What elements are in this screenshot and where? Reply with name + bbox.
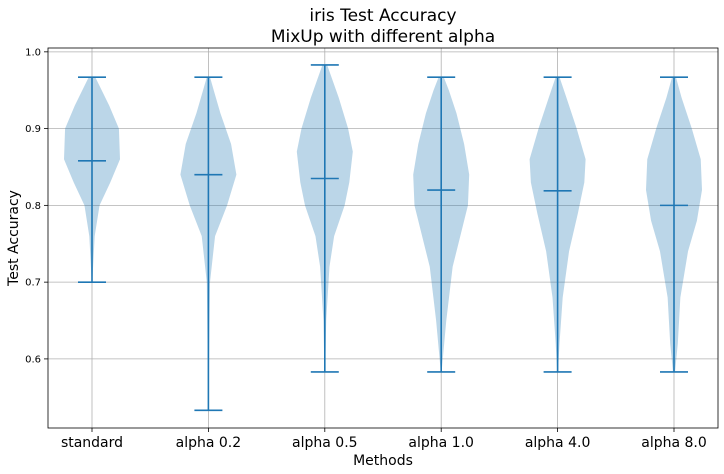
- violin-alpha-0-5: [296, 64, 353, 373]
- violin-alpha-8-0: [646, 76, 702, 373]
- x-tick-label: alpha 1.0: [408, 435, 474, 451]
- chart-title: iris Test Accuracy: [309, 6, 456, 26]
- y-tick-label: 0.6: [25, 354, 41, 365]
- y-tick-label: 0.9: [25, 124, 41, 135]
- chart-subtitle: MixUp with different alpha: [271, 27, 495, 47]
- y-axis-label: Test Accuracy: [6, 190, 22, 287]
- violin-standard: [64, 76, 120, 283]
- violin-alpha-4-0: [529, 76, 586, 373]
- violin-alpha-1-0: [413, 76, 470, 373]
- plot-area-frame: [47, 47, 719, 429]
- x-tick-label: alpha 0.5: [292, 435, 358, 451]
- x-axis-label: Methods: [353, 453, 413, 469]
- y-tick-label: 0.8: [25, 201, 41, 212]
- x-tick-label: standard: [61, 435, 123, 451]
- y-tick-label: 0.7: [25, 278, 41, 289]
- x-tick-label: alpha 4.0: [525, 435, 591, 451]
- grid: [48, 48, 718, 428]
- violin-alpha-0-2: [180, 76, 237, 412]
- violins: [64, 64, 702, 412]
- ticks: 0.6 0.7 0.8 0.9 1.0 standard alpha 0.2 alpha 0.…: [25, 47, 707, 451]
- y-tick-label: 1.0: [25, 47, 41, 58]
- x-tick-label: alpha 0.2: [176, 435, 242, 451]
- x-tick-label: alpha 8.0: [641, 435, 707, 451]
